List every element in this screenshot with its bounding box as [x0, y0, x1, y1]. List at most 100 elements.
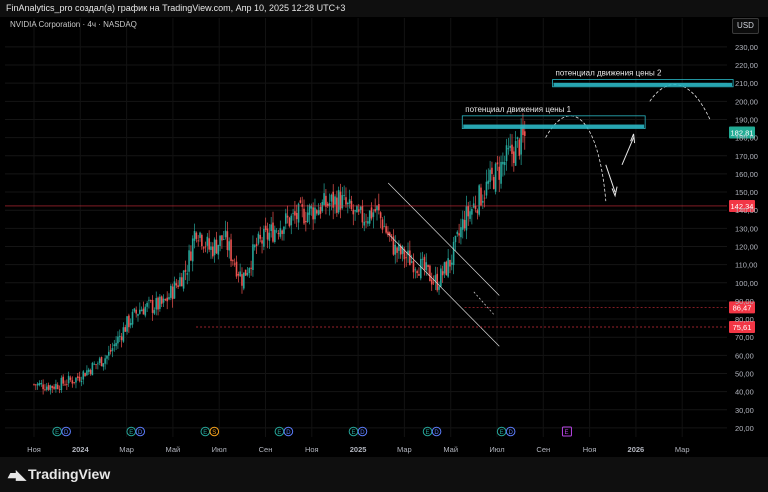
- time-tick-label: Ноя: [583, 445, 597, 454]
- candle-body: [522, 126, 524, 135]
- candle-body: [80, 380, 83, 383]
- price-tick-label: 50,00: [735, 369, 754, 378]
- candle: [478, 184, 480, 217]
- candle: [191, 235, 194, 272]
- candle-body: [347, 202, 349, 205]
- tradingview-logo[interactable]: ▰◣ TradingView: [8, 466, 110, 483]
- candle-body: [206, 236, 209, 246]
- candle-body: [341, 195, 344, 209]
- candle: [432, 275, 435, 286]
- candle-body: [458, 233, 460, 236]
- candle: [414, 267, 417, 279]
- candle-body: [407, 250, 409, 256]
- price-tick-label: 120,00: [735, 242, 758, 251]
- price-tick-label: 210,00: [735, 79, 758, 88]
- candle-body: [399, 245, 402, 255]
- candle: [328, 193, 331, 216]
- candle-body: [434, 275, 437, 282]
- candle-body: [514, 140, 517, 166]
- candle-body: [233, 263, 236, 265]
- candle: [146, 301, 148, 312]
- candle-body: [414, 269, 417, 271]
- candle: [224, 220, 227, 240]
- channel-lower-line: [387, 233, 500, 347]
- candle-body: [170, 285, 172, 298]
- candle-body: [343, 194, 345, 196]
- candle: [135, 306, 137, 318]
- currency-button[interactable]: USD: [732, 18, 759, 34]
- candle: [248, 267, 251, 278]
- candle: [441, 265, 444, 283]
- candle: [179, 272, 181, 287]
- candle-body: [277, 232, 280, 235]
- candle: [376, 204, 378, 221]
- candle: [98, 356, 101, 366]
- candle-body: [177, 285, 179, 287]
- candle-body: [398, 244, 400, 251]
- candle: [374, 198, 376, 213]
- candle: [252, 235, 254, 277]
- candle-body: [443, 262, 446, 274]
- candle-body: [295, 212, 298, 220]
- time-tick-label: Мар: [119, 445, 134, 454]
- candle: [378, 193, 380, 215]
- candle: [323, 183, 325, 206]
- candle-body: [51, 385, 54, 388]
- candle: [86, 365, 88, 377]
- candle-body: [348, 199, 351, 204]
- candle-body: [91, 362, 94, 376]
- candle-body: [345, 197, 347, 205]
- candle-body: [228, 241, 231, 251]
- candle: [144, 303, 147, 318]
- candle-body: [396, 247, 398, 253]
- candle: [115, 336, 117, 351]
- candle-body: [66, 384, 68, 386]
- candle: [232, 259, 234, 266]
- candle-body: [367, 221, 369, 224]
- candle: [330, 193, 333, 211]
- candle-body: [257, 233, 260, 244]
- chart-area[interactable]: [0, 17, 768, 457]
- target-zone: [552, 79, 734, 88]
- candle: [469, 200, 471, 222]
- candle-body: [279, 228, 282, 237]
- candle-body: [505, 145, 508, 162]
- candle-body: [244, 269, 247, 276]
- candle: [463, 210, 466, 232]
- channel-median-line: [473, 291, 495, 316]
- arrow-head: [630, 133, 636, 144]
- price-tick-label: 130,00: [735, 224, 758, 233]
- candle-body: [135, 309, 137, 314]
- candle: [177, 280, 179, 289]
- candle-body: [53, 386, 55, 389]
- target-zone-label: потенциал движения цены 2: [556, 69, 662, 78]
- target-zone-fill: [463, 124, 645, 129]
- price-level-label: 142,34: [731, 202, 754, 211]
- candle-body: [246, 272, 249, 276]
- time-tick-label: Май: [443, 445, 458, 454]
- candle-body: [199, 232, 201, 238]
- candle-body: [460, 227, 462, 238]
- candle-body: [139, 309, 141, 314]
- candle: [157, 296, 159, 316]
- candle: [257, 231, 260, 246]
- candle: [204, 241, 207, 253]
- candle: [315, 208, 318, 216]
- candle: [410, 254, 413, 264]
- candle: [363, 213, 366, 232]
- candle: [390, 234, 393, 242]
- event-marker: [505, 426, 516, 437]
- candle: [476, 208, 479, 220]
- candle-body: [76, 376, 79, 378]
- arrow-down-icon: [605, 164, 616, 193]
- candle: [312, 202, 314, 230]
- candle-body: [317, 210, 320, 216]
- candle-body: [195, 232, 198, 239]
- candle: [350, 195, 353, 211]
- candle: [261, 237, 263, 254]
- candle-body: [445, 261, 448, 276]
- candle-body: [137, 314, 139, 316]
- time-tick-label: Мар: [675, 445, 690, 454]
